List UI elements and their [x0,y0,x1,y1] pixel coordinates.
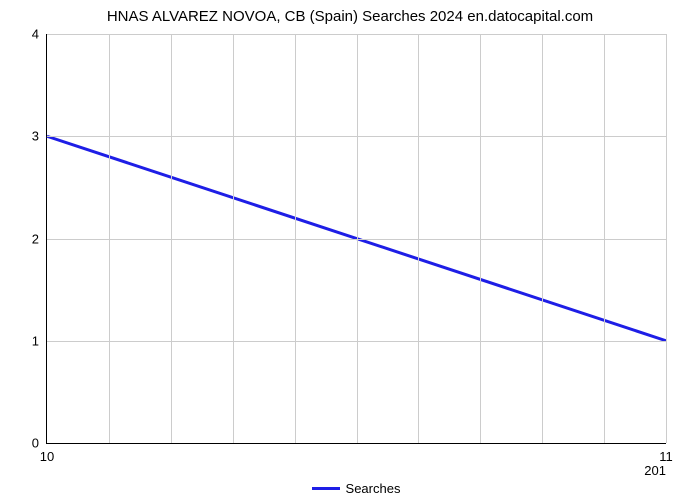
x-sub-label: 201 [644,463,666,478]
x-tick-label: 10 [40,443,54,464]
chart-title: HNAS ALVAREZ NOVOA, CB (Spain) Searches … [0,8,700,25]
gridline-v [480,34,481,443]
gridline-v [357,34,358,443]
y-tick-label: 1 [32,333,47,348]
y-tick-label: 4 [32,27,47,42]
gridline-v [666,34,667,443]
legend-label: Searches [346,481,401,496]
y-tick-label: 3 [32,129,47,144]
gridline-v [295,34,296,443]
gridline-v [418,34,419,443]
chart-container: HNAS ALVAREZ NOVOA, CB (Spain) Searches … [0,0,700,500]
legend: Searches [46,477,666,496]
legend-item-searches: Searches [312,481,401,496]
gridline-v [233,34,234,443]
x-tick-label: 11 [659,443,673,464]
plot-area: 012341011201 [46,34,666,444]
gridline-v [171,34,172,443]
gridline-v [604,34,605,443]
legend-swatch [312,487,340,490]
y-tick-label: 2 [32,231,47,246]
gridline-v [109,34,110,443]
gridline-v [542,34,543,443]
